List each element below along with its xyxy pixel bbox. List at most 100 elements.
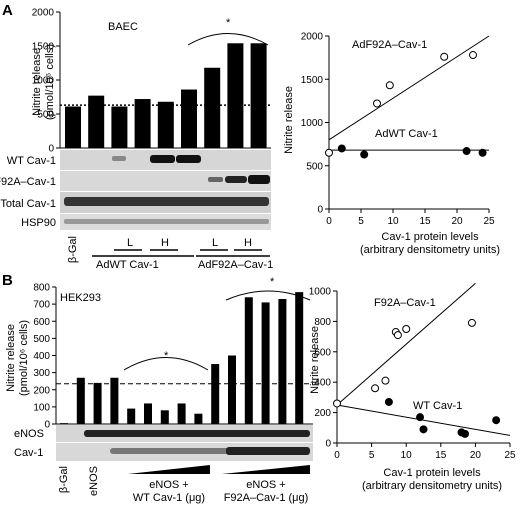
a-bar-ylabel-line2: (pmol/10⁶ cells) — [44, 44, 56, 120]
b-scatter-x-tick-label: 0 — [334, 450, 340, 461]
b-bar-bar-14 — [278, 298, 287, 424]
a-bar-significance-bracket — [187, 33, 269, 46]
a-bar-y-tick-label: 1500 — [32, 42, 55, 53]
b-bar-y-tick-label: 0 — [44, 420, 50, 431]
a-bar-chart: BAEC Nitrite release (pmol/10⁶ cells) 0 5… — [31, 8, 271, 155]
b-bar-wt-bracket — [123, 357, 209, 371]
b-scatter-x-tick-label: 10 — [401, 450, 413, 461]
b-xlabel-bgal: β-Gal — [58, 466, 70, 493]
b-bar-y-tick-label: 300 — [33, 368, 50, 379]
b-bar-x-groups: β-Gal eNOS eNOS + WT Cav-1 (μg) eNOS + F… — [58, 465, 310, 504]
b-scatter-fit-line-1 — [336, 283, 476, 406]
a-bar-y-tick-label: 0 — [48, 144, 54, 155]
a-bar-x-groups: β-Gal L H L H AdWT Cav-1 AdF92A–Cav-1 — [67, 236, 273, 271]
panel-a-label: A — [2, 2, 13, 19]
b-scatter-y-tick-label: 600 — [314, 347, 331, 358]
a-scatter-x-tick-label: 15 — [419, 216, 431, 227]
b-scatter-xlabel-line2: (arbitrary densitometry units) — [362, 480, 502, 492]
a-scatter-point-s2-4 — [478, 148, 487, 157]
a-scatter-xlabel-line1: Cav-1 protein levels — [381, 231, 479, 243]
a-scatter-axes: 0 500 1000 1500 2000 0 5 10 15 20 25 — [301, 32, 495, 228]
a-scatter-fit-line-1 — [328, 35, 490, 141]
a-xlabel-wt-low: L — [127, 237, 133, 249]
b-scatter-point-s1-5 — [402, 325, 411, 333]
b-scatter-x-tick-label: 20 — [470, 450, 482, 461]
b-scatter-point-s2-2 — [416, 413, 425, 422]
b-scatter-y-tick-label: 800 — [314, 317, 331, 328]
b-bar-y-tick-label: 700 — [33, 300, 50, 311]
b-bar-y-ticks: 0 100 200 300 400 500 600 700 800 — [33, 283, 56, 431]
b-scatter-y-tick-label: 400 — [314, 378, 331, 389]
b-bar-bar-12 — [244, 297, 253, 424]
b-bar-f92a-asterisk: * — [270, 276, 275, 288]
a-xlabel-f92a-low: L — [212, 237, 218, 249]
b-scatter-ylabel: Nitrite release — [309, 326, 321, 394]
b-scatter-point-s1-1 — [371, 384, 380, 393]
b-bar-bars — [56, 292, 313, 425]
a-bar-y-tick-label: 1000 — [32, 76, 55, 87]
b-scatter-xlabel-line1: Cav-1 protein levels — [383, 467, 481, 479]
b-scatter-point-s2-1 — [384, 397, 393, 406]
a-scatter-y-tick-label: 1500 — [301, 75, 324, 86]
b-bar-y-tick-label: 600 — [33, 317, 50, 328]
a-blot-bands — [64, 155, 270, 224]
b-bar-f92a-bracket — [225, 290, 311, 301]
b-scatter-point-s2-6 — [492, 416, 501, 425]
b-f92a-dose-wedge — [222, 465, 310, 474]
b-scatter-origin-point — [333, 399, 341, 408]
b-bar-bar-15 — [295, 292, 304, 424]
a-bar-bar-8 — [227, 43, 244, 148]
b-blot-label-cav1: Cav-1 — [14, 447, 43, 459]
b-scatter-series-label-f92a: F92A–Cav-1 — [374, 297, 436, 309]
a-scatter-point-s1-2 — [385, 81, 394, 90]
b-scatter-y-tick-label: 200 — [314, 408, 331, 419]
a-bar-bar-2 — [88, 95, 105, 148]
a-bar-bar-4 — [134, 99, 151, 148]
a-scatter-series-label-wt: AdWT Cav-1 — [375, 128, 438, 140]
b-bar-bar-4 — [110, 377, 119, 424]
a-blot-label-total: Total Cav-1 — [0, 198, 56, 210]
a-bar-y-ticks: 0 500 1000 1500 2000 — [32, 8, 60, 155]
b-xlabel-wt-line2: WT Cav-1 (μg) — [133, 492, 205, 504]
b-xlabel-f92a-line2: F92A–Cav-1 (μg) — [224, 492, 309, 504]
a-scatter-xlabel-line2: (arbitrary densitometry units) — [360, 244, 500, 256]
a-bar-y-tick-label: 2000 — [32, 8, 55, 19]
b-xlabel-wt-line1: eNOS + — [149, 479, 188, 491]
a-scatter-y-tick-label: 500 — [306, 161, 323, 172]
b-bar-wt-asterisk: * — [164, 350, 169, 362]
b-scatter-x-tick-label: 25 — [504, 450, 516, 461]
a-scatter-point-s1-3 — [440, 52, 449, 61]
a-scatter-x-tick-label: 0 — [326, 216, 332, 227]
a-blot-label-f92a: F92A–Cav-1 — [0, 176, 56, 188]
a-bar-bar-6 — [181, 89, 197, 148]
a-scatter-x-tick-label: 10 — [387, 216, 399, 227]
a-scatter-y-tick-label: 1000 — [301, 118, 324, 129]
b-bar-ylabel-line2: (pmol/10⁶ cells) — [18, 320, 30, 396]
b-wt-dose-wedge — [128, 465, 210, 474]
b-scatter-point-s1-6 — [467, 318, 476, 327]
a-blots: WT Cav-1 F92A–Cav-1 Total Cav-1 HSP90 — [0, 150, 271, 230]
a-scatter-point-s2-3 — [462, 147, 471, 156]
b-bar-bar-8 — [177, 403, 186, 424]
a-blot-label-hsp90: HSP90 — [21, 217, 56, 229]
a-bar-bar-3 — [111, 106, 128, 148]
b-bar-bar-5 — [127, 408, 136, 424]
b-scatter-x-tick-label: 15 — [435, 450, 447, 461]
a-bar-bar-5 — [157, 101, 174, 148]
a-xlabel-wt-high: H — [161, 237, 169, 249]
a-blot-label-wt: WT Cav-1 — [7, 155, 56, 167]
b-bar-bar-3 — [93, 382, 102, 424]
a-bar-bar-7 — [204, 67, 221, 148]
b-scatter-point-s2-5 — [461, 429, 470, 438]
b-scatter-point-s1-4 — [393, 331, 402, 340]
a-bar-asterisk: * — [226, 17, 231, 29]
b-bar-y-tick-label: 800 — [33, 283, 50, 294]
b-bar-bar-2 — [76, 377, 85, 424]
a-scatter-point-s1-1 — [373, 99, 381, 108]
a-bar-bar-9 — [250, 43, 267, 148]
b-scatter-series-label-wt: WT Cav-1 — [413, 400, 462, 412]
b-bar-y-tick-label: 100 — [33, 402, 50, 413]
b-scatter-fit-line-2 — [336, 404, 511, 436]
a-bar-y-tick-label: 500 — [37, 110, 54, 121]
